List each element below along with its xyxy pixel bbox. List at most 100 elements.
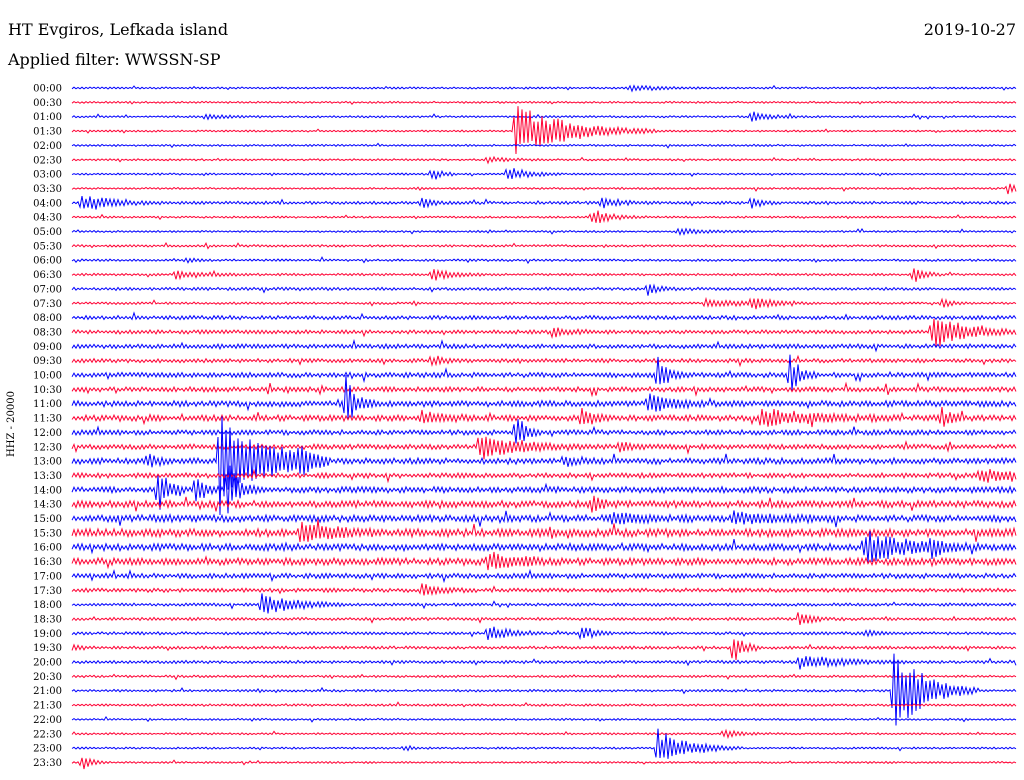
time-label: 01:30: [33, 127, 62, 138]
time-label: 23:00: [33, 744, 62, 755]
time-label: 15:30: [33, 528, 62, 539]
channel-label: HHZ - 20000: [6, 391, 17, 457]
trace-line: [71, 551, 1017, 571]
trace-line: [71, 354, 1017, 391]
trace-line: [71, 653, 1017, 726]
time-label: 20:30: [33, 672, 62, 683]
trace-line: [71, 468, 1017, 484]
time-label: 20:00: [33, 658, 62, 669]
time-label: 14:00: [33, 485, 62, 496]
time-label: 17:00: [33, 571, 62, 582]
time-label: 00:00: [33, 84, 62, 95]
time-label: 09:30: [33, 356, 62, 367]
time-label: 02:30: [33, 155, 62, 166]
time-label: 07:00: [33, 284, 62, 295]
trace-line: [71, 374, 1017, 419]
trace-line: [71, 407, 1017, 428]
time-label: 09:00: [33, 342, 62, 353]
trace-line: [71, 111, 1017, 122]
trace-line: [71, 311, 1017, 321]
trace-line: [71, 639, 1017, 660]
trace-line: [71, 757, 1017, 770]
trace-line: [71, 593, 1017, 614]
time-label: 10:00: [33, 371, 62, 382]
trace-line: [71, 227, 1017, 236]
trace-line: [71, 626, 1017, 641]
trace-line: [71, 519, 1017, 542]
trace-line: [71, 612, 1017, 625]
time-label: 21:30: [33, 701, 62, 712]
time-label: 02:00: [33, 141, 62, 152]
time-label: 11:00: [33, 399, 62, 410]
trace-line: [71, 100, 1017, 105]
time-label: 23:30: [33, 758, 62, 769]
trace-line: [71, 338, 1017, 353]
trace-line: [71, 318, 1017, 347]
time-label: 13:30: [33, 471, 62, 482]
trace-line: [71, 715, 1017, 723]
time-label: 12:00: [33, 428, 62, 439]
time-label: 07:30: [33, 299, 62, 310]
trace-line: [71, 296, 1017, 310]
trace-line: [71, 183, 1017, 195]
time-label: 19:30: [33, 643, 62, 654]
trace-line: [71, 583, 1017, 597]
trace-group: [71, 84, 1017, 770]
time-label: 14:30: [33, 500, 62, 511]
trace-line: [71, 419, 1017, 444]
time-label: 01:00: [33, 112, 62, 123]
trace-line: [71, 106, 1017, 155]
time-label: 04:00: [33, 198, 62, 209]
time-label: 05:00: [33, 227, 62, 238]
trace-line: [71, 283, 1017, 296]
trace-line: [71, 210, 1017, 224]
trace-line: [71, 241, 1017, 250]
trace-line: [71, 436, 1017, 460]
time-label: 10:30: [33, 385, 62, 396]
time-label: 13:00: [33, 457, 62, 468]
trace-line: [71, 510, 1017, 528]
trace-line: [71, 268, 1017, 282]
time-label: 06:00: [33, 256, 62, 267]
trace-line: [71, 495, 1017, 513]
trace-line: [71, 673, 1017, 681]
trace-line: [71, 465, 1017, 514]
station-title: HT Evgiros, Lefkada island: [8, 20, 229, 39]
time-label: 08:30: [33, 327, 62, 338]
trace-line: [71, 728, 1017, 759]
time-label: 19:00: [33, 629, 62, 640]
time-label: 08:00: [33, 313, 62, 324]
filter-label: Applied filter: WWSSN-SP: [8, 50, 221, 69]
time-label-group: 00:00 00:30 01:00 01:30 02:00 02:30 03:00 03:30…: [33, 84, 62, 769]
trace-line: [71, 142, 1017, 149]
trace-line: [71, 196, 1017, 210]
trace-line: [71, 256, 1017, 265]
time-label: 18:00: [33, 600, 62, 611]
trace-line: [71, 381, 1017, 398]
time-label: 03:30: [33, 184, 62, 195]
time-label: 22:30: [33, 729, 62, 740]
trace-line: [71, 84, 1017, 93]
time-label: 21:00: [33, 686, 62, 697]
time-label: 18:30: [33, 614, 62, 625]
time-label: 06:30: [33, 270, 62, 281]
time-label: 11:30: [33, 414, 62, 425]
trace-line: [71, 656, 1017, 670]
time-label: 12:30: [33, 442, 62, 453]
trace-line: [71, 728, 1017, 740]
trace-line: [71, 531, 1017, 563]
time-label: 05:30: [33, 241, 62, 252]
trace-line: [71, 416, 1017, 516]
time-label: 16:30: [33, 557, 62, 568]
date-label: 2019-10-27: [923, 20, 1016, 39]
time-label: 00:30: [33, 98, 62, 109]
trace-line: [71, 568, 1017, 584]
trace-line: [71, 168, 1017, 180]
time-label: 15:00: [33, 514, 62, 525]
trace-line: [71, 701, 1017, 708]
time-label: 04:30: [33, 213, 62, 224]
time-label: 16:00: [33, 543, 62, 554]
trace-line: [71, 354, 1017, 368]
